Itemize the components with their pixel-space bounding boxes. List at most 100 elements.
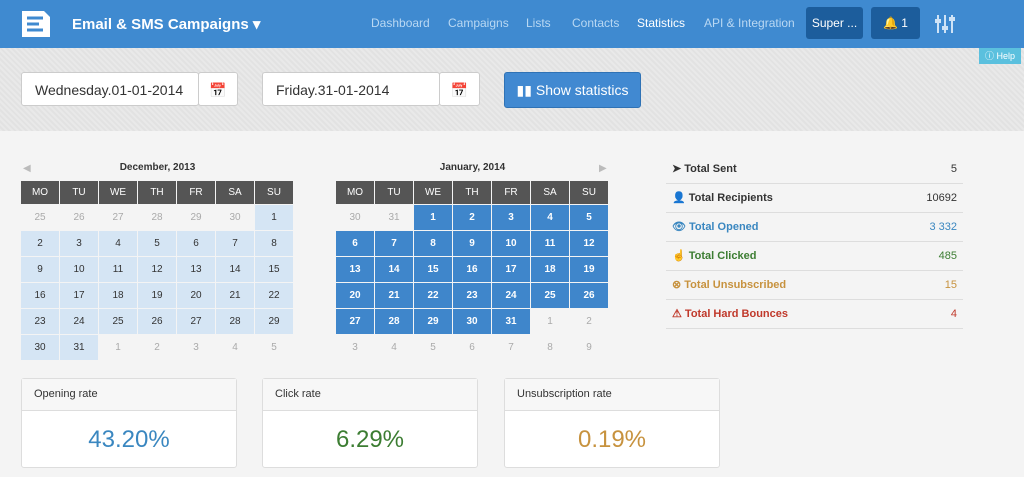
nav-link[interactable]: Contacts	[572, 16, 620, 30]
calendar-day[interactable]: 18	[531, 257, 569, 282]
calendar-day[interactable]: 7	[216, 231, 254, 256]
calendar-day[interactable]: 8	[255, 231, 293, 256]
calendar-day[interactable]: 15	[255, 257, 293, 282]
calendar-day[interactable]: 11	[531, 231, 569, 256]
prev-month[interactable]: ◀	[23, 163, 31, 174]
calendar-day[interactable]: 10	[60, 257, 98, 282]
calendar-day[interactable]: 21	[216, 283, 254, 308]
calendar-day[interactable]: 30	[349, 212, 361, 223]
calendar-day[interactable]: 9	[453, 231, 491, 256]
calendar-day[interactable]: 3	[492, 205, 530, 230]
calendar-day[interactable]: 2	[453, 205, 491, 230]
calendar-day[interactable]: 10	[492, 231, 530, 256]
calendar-day[interactable]: 12	[570, 231, 608, 256]
calendar-day[interactable]: 1	[414, 205, 452, 230]
nav-link[interactable]: Statistics	[637, 16, 686, 30]
calendar-day[interactable]: 18	[99, 283, 137, 308]
show-statistics-button[interactable]: ▮▮ Show statistics	[504, 72, 641, 108]
calendar-day[interactable]: 5	[271, 342, 277, 353]
calendar-day[interactable]: 8	[547, 342, 553, 353]
calendar-day[interactable]: 26	[138, 309, 176, 334]
next-month[interactable]: ▶	[599, 163, 607, 174]
calendar-day[interactable]: 13	[177, 257, 215, 282]
calendar-day[interactable]: 5	[430, 342, 436, 353]
calendar-day[interactable]: 16	[21, 283, 59, 308]
nav-link[interactable]: Campaigns	[448, 16, 509, 30]
nav-link[interactable]: API & Integration	[704, 16, 795, 30]
calendar-day[interactable]: 30	[21, 335, 59, 360]
calendar-day[interactable]: 4	[99, 231, 137, 256]
nav-link[interactable]: Lists	[526, 16, 551, 30]
logo[interactable]	[18, 8, 52, 40]
calendar-day[interactable]: 23	[453, 283, 491, 308]
brand-text[interactable]: Email & SMS Campaigns	[72, 16, 249, 33]
calendar-day[interactable]: 13	[336, 257, 374, 282]
calendar-day[interactable]: 14	[216, 257, 254, 282]
calendar-day[interactable]: 30	[453, 309, 491, 334]
calendar-day[interactable]: 26	[73, 212, 85, 223]
calendar-day[interactable]: 1	[255, 205, 293, 230]
calendar-button[interactable]: 📅	[198, 72, 238, 106]
calendar-day[interactable]: 3	[193, 342, 199, 353]
calendar-day[interactable]: 2	[586, 316, 592, 327]
calendar-day[interactable]: 8	[414, 231, 452, 256]
calendar-day[interactable]: 31	[492, 309, 530, 334]
calendar-day[interactable]: 1	[115, 342, 121, 353]
calendar-day[interactable]: 6	[177, 231, 215, 256]
button-text[interactable]: Show statistics	[535, 82, 629, 98]
calendar-day[interactable]: 30	[229, 212, 241, 223]
calendar-day[interactable]: 15	[414, 257, 452, 282]
calendar-day[interactable]: 28	[151, 212, 163, 223]
calendar-day[interactable]: 9	[21, 257, 59, 282]
calendar-day[interactable]: 22	[414, 283, 452, 308]
end-date[interactable]: Friday.31-01-2014	[262, 72, 440, 106]
calendar-day[interactable]: 6	[469, 342, 475, 353]
calendar-day[interactable]: 7	[375, 231, 413, 256]
calendar-day[interactable]: 29	[414, 309, 452, 334]
calendar-day[interactable]: 1	[547, 316, 553, 327]
calendar-day[interactable]: 12	[138, 257, 176, 282]
start-date[interactable]: Wednesday.01-01-2014	[21, 72, 199, 106]
calendar-day[interactable]: 31	[388, 212, 400, 223]
calendar-day[interactable]: 27	[336, 309, 374, 334]
brand[interactable]: Email & SMS Campaigns ▾	[72, 16, 261, 33]
calendar-day[interactable]: 3	[352, 342, 358, 353]
calendar-day[interactable]: 28	[375, 309, 413, 334]
calendar-day[interactable]: 31	[60, 335, 98, 360]
calendar-day[interactable]: 20	[177, 283, 215, 308]
calendar-day[interactable]: 11	[99, 257, 137, 282]
calendar-day[interactable]: 26	[570, 283, 608, 308]
calendar-day[interactable]: 19	[138, 283, 176, 308]
calendar-day[interactable]: 28	[216, 309, 254, 334]
notifications-button[interactable]: 🔔 1	[871, 7, 920, 39]
calendar-day[interactable]: 17	[492, 257, 530, 282]
calendar-day[interactable]: 29	[255, 309, 293, 334]
calendar-day[interactable]: 29	[190, 212, 202, 223]
user-button[interactable]: Super ...	[806, 7, 863, 39]
calendar-day[interactable]: 21	[375, 283, 413, 308]
calendar-day[interactable]: 2	[21, 231, 59, 256]
calendar-day[interactable]: 4	[391, 342, 397, 353]
calendar-day[interactable]: 17	[60, 283, 98, 308]
calendar-day[interactable]: 4	[232, 342, 238, 353]
calendar-day[interactable]: 9	[586, 342, 592, 353]
calendar-day[interactable]: 24	[60, 309, 98, 334]
calendar-day[interactable]: 23	[21, 309, 59, 334]
calendar-day[interactable]: 20	[336, 283, 374, 308]
calendar-day[interactable]: 5	[570, 205, 608, 230]
calendar-day[interactable]: 14	[375, 257, 413, 282]
calendar-day[interactable]: 27	[112, 212, 124, 223]
calendar-day[interactable]: 24	[492, 283, 530, 308]
help-text[interactable]: Help	[996, 51, 1016, 61]
calendar-day[interactable]: 2	[154, 342, 160, 353]
calendar-day[interactable]: 4	[531, 205, 569, 230]
calendar-button[interactable]: 📅	[439, 72, 480, 106]
calendar-day[interactable]: 27	[177, 309, 215, 334]
calendar-day[interactable]: 5	[138, 231, 176, 256]
calendar-day[interactable]: 3	[60, 231, 98, 256]
calendar-day[interactable]: 25	[531, 283, 569, 308]
help-badge[interactable]: ⓘ Help	[979, 48, 1021, 64]
calendar-day[interactable]: 7	[508, 342, 514, 353]
calendar-day[interactable]: 16	[453, 257, 491, 282]
settings-icon[interactable]	[934, 13, 956, 35]
